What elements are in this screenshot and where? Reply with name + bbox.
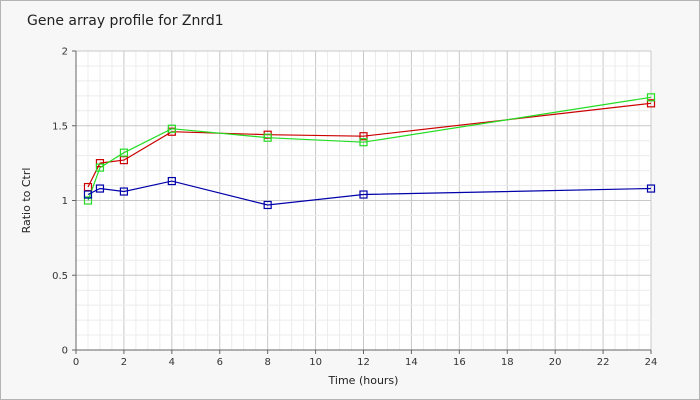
x-tick-label: 6: [217, 357, 223, 368]
series-3: [83, 176, 656, 210]
y-tick-label: 1: [62, 196, 68, 207]
chart-title: Gene array profile for Znrd1: [27, 13, 224, 29]
x-tick-label: 16: [453, 357, 466, 368]
series-2-point: [167, 124, 176, 133]
y-tick-label: 2: [62, 47, 68, 58]
series-1-point: [646, 99, 656, 108]
series-2-point: [359, 138, 368, 147]
series-3-point: [119, 187, 129, 196]
x-tick-label: 20: [549, 357, 562, 368]
x-tick-label: 2: [121, 357, 127, 368]
x-tick-label: 0: [73, 357, 79, 368]
x-tick-label: 12: [357, 357, 370, 368]
x-tick-label: 14: [405, 357, 418, 368]
x-tick-label: 4: [169, 357, 175, 368]
series-2-point: [95, 163, 105, 172]
y-tick-label: 0.5: [52, 271, 68, 282]
series-3-line: [87, 180, 652, 206]
series-3-point: [359, 190, 368, 199]
series-2-point: [83, 196, 93, 205]
series-3-point: [95, 184, 105, 193]
series-2-point: [646, 93, 656, 102]
x-tick-label: 8: [264, 357, 270, 368]
series-1-point: [95, 159, 105, 168]
y-tick-label: 0: [62, 346, 68, 357]
series-3-point: [263, 200, 272, 210]
series-2-line: [87, 96, 652, 201]
series-3-point: [167, 176, 176, 186]
series-1-point: [359, 132, 368, 141]
series-3-point: [83, 190, 93, 199]
series-2: [83, 93, 656, 205]
x-axis-label: Time (hours): [328, 374, 399, 387]
x-tick-label: 10: [309, 357, 322, 368]
x-tick-label: 22: [597, 357, 610, 368]
y-axis-label: Ratio to Ctrl: [20, 168, 33, 234]
x-tick-label: 24: [645, 357, 658, 368]
series-2-point: [119, 148, 129, 157]
y-tick-label: 1.5: [52, 121, 68, 132]
series-3-point: [646, 184, 656, 193]
x-tick-label: 18: [501, 357, 514, 368]
series-2-point: [263, 133, 272, 142]
